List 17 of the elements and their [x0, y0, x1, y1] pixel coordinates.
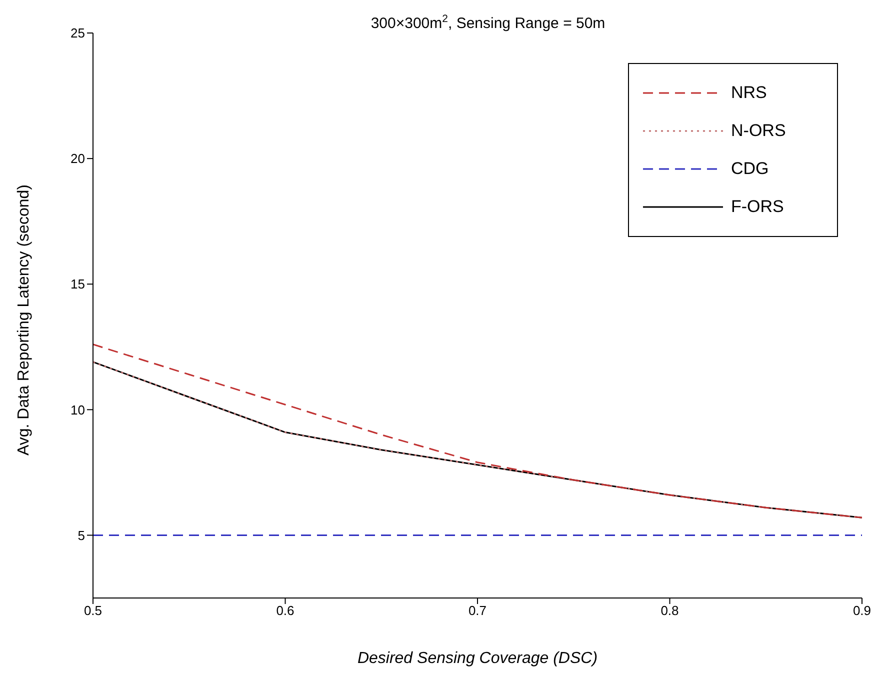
x-tick-label: 0.8 [660, 603, 679, 618]
x-tick-label: 0.9 [852, 603, 872, 618]
x-tick-label: 0.5 [84, 603, 102, 618]
x-tick-label: 0.7 [468, 603, 487, 618]
y-axis-title: Avg. Data Reporting Latency (second) [16, 184, 33, 456]
legend-label: CDG [731, 159, 769, 179]
y-tick-label: 15 [70, 276, 85, 292]
y-tick-label: 25 [70, 26, 85, 41]
y-tick-label: 10 [70, 402, 85, 418]
legend-label: F-ORS [731, 197, 784, 217]
chart-title: 300×300m$^{2}$, Sensing Range = 50m [370, 13, 606, 32]
legend-label: NRS [731, 83, 767, 103]
y-tick-label: 20 [70, 151, 85, 166]
legend-label: N-ORS [731, 121, 786, 141]
x-tick-label: 0.6 [276, 603, 294, 618]
x-axis-title: Desired Sensing Coverage (DSC) [357, 650, 598, 667]
y-tick-label: 5 [78, 528, 85, 543]
